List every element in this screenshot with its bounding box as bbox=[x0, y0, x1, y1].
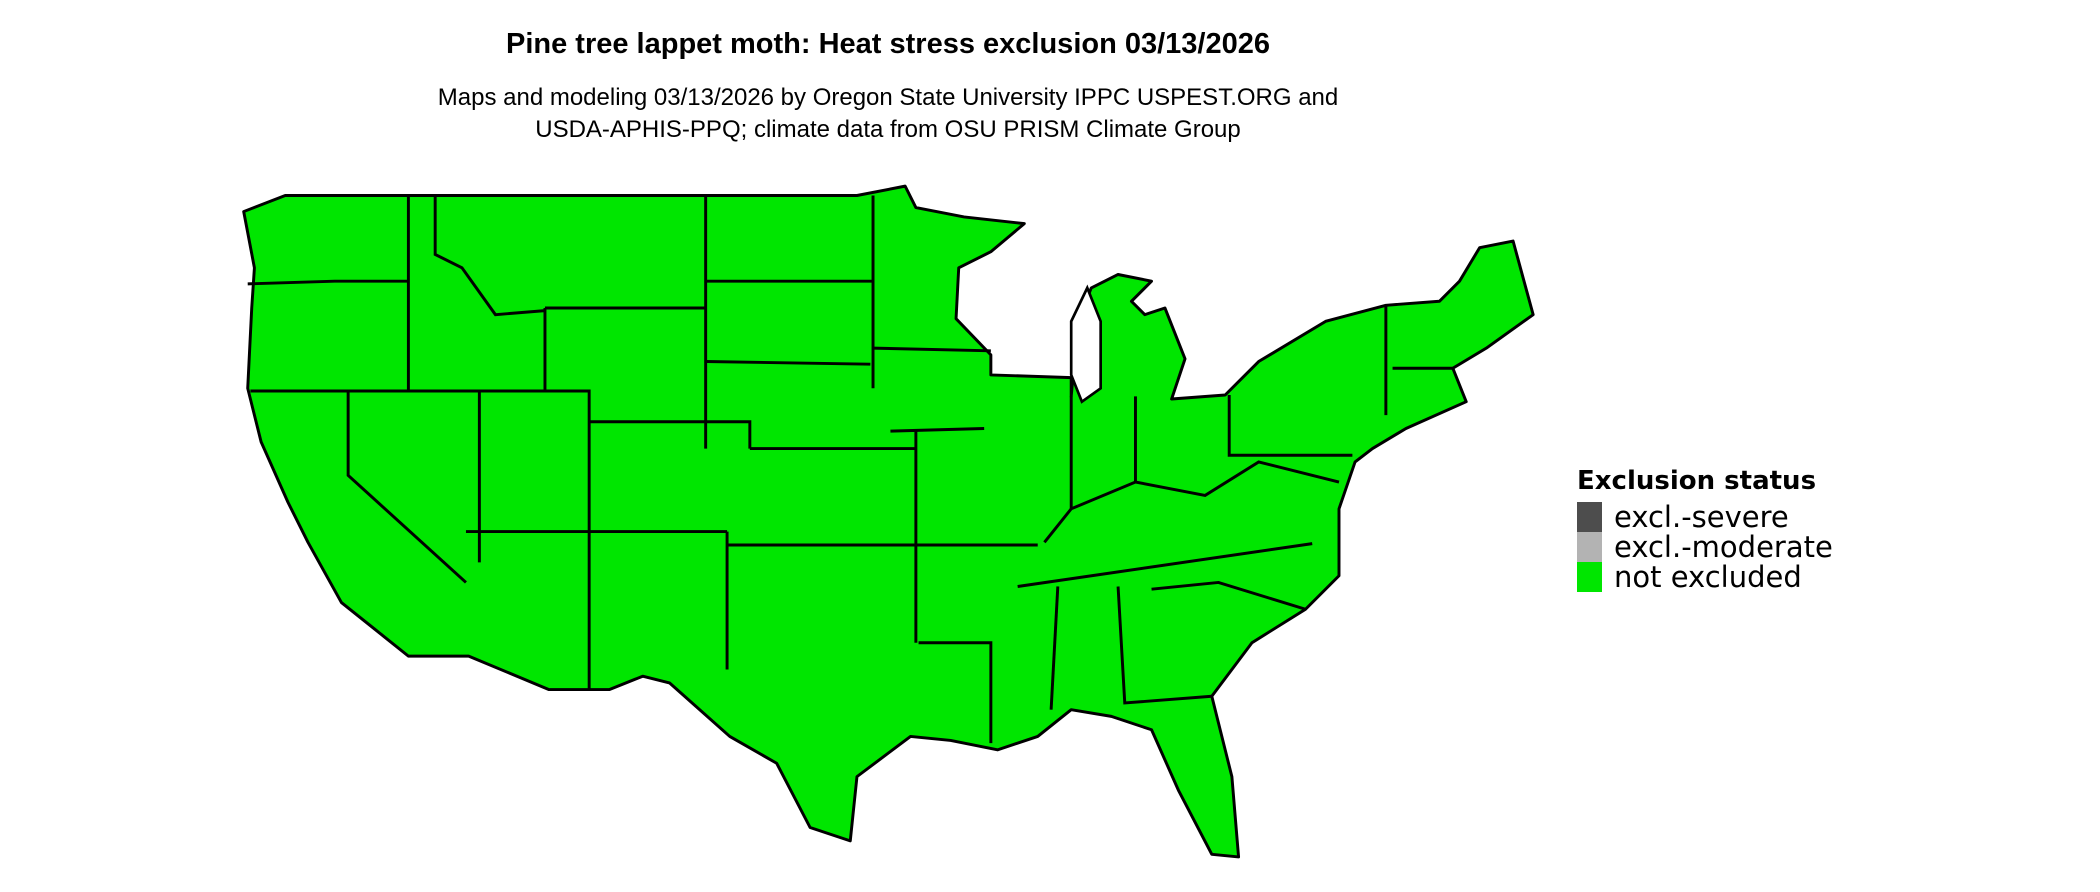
legend-label: excl.-severe bbox=[1614, 500, 1789, 534]
legend-item-not-excluded: not excluded bbox=[1577, 560, 1833, 594]
us-land-not-excluded bbox=[242, 184, 1535, 859]
legend-swatch-not-excluded bbox=[1577, 562, 1602, 592]
state-borders bbox=[247, 195, 1453, 744]
legend-label: not excluded bbox=[1614, 560, 1802, 594]
legend-title: Exclusion status bbox=[1577, 466, 1817, 496]
legend-swatch-moderate bbox=[1577, 532, 1602, 562]
legend-swatch-severe bbox=[1577, 502, 1602, 532]
legend-item-moderate: excl.-moderate bbox=[1577, 530, 1833, 564]
legend: Exclusion status excl.-severe excl.-mode… bbox=[1577, 466, 1833, 594]
map-subtitle-line-2: USDA-APHIS-PPQ; climate data from OSU PR… bbox=[535, 116, 1241, 143]
legend-label: excl.-moderate bbox=[1614, 530, 1833, 564]
lake-michigan bbox=[1069, 284, 1102, 404]
map-title: Pine tree lappet moth: Heat stress exclu… bbox=[506, 28, 1270, 60]
legend-item-severe: excl.-severe bbox=[1577, 500, 1833, 534]
map-subtitle-line-1: Maps and modeling 03/13/2026 by Oregon S… bbox=[437, 84, 1339, 111]
